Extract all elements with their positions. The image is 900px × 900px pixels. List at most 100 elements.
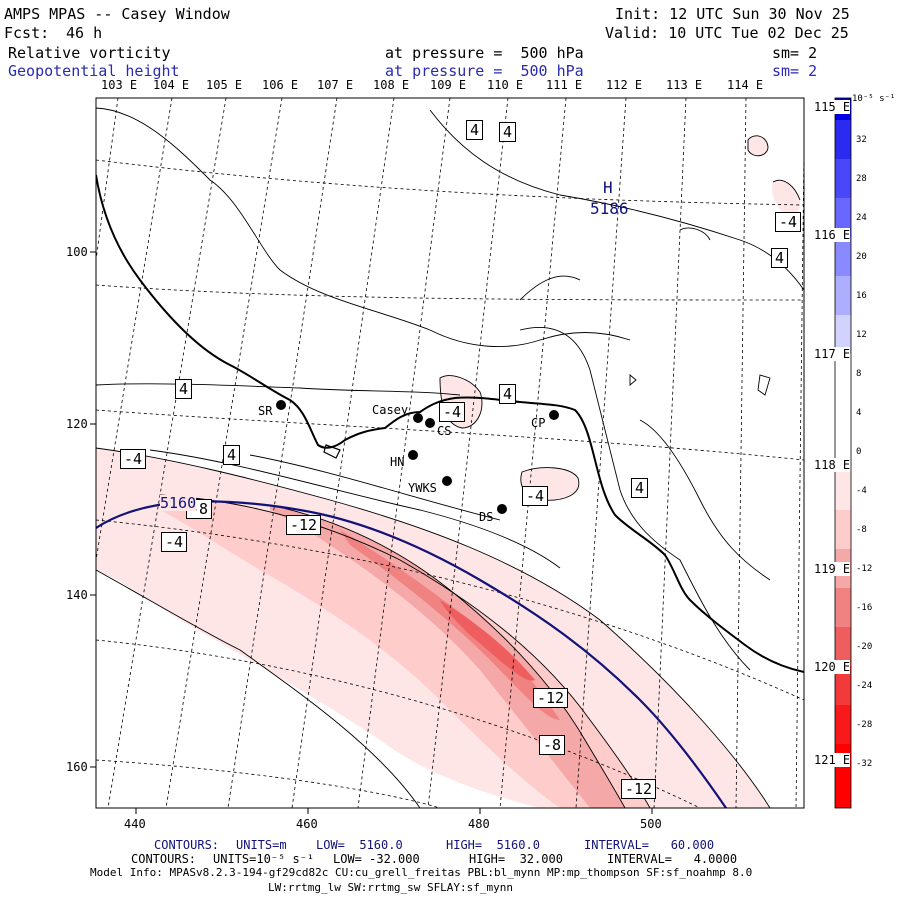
field2-level: at pressure = 500 hPa (385, 62, 584, 80)
colorbar-level: 24 (856, 213, 867, 223)
field1-name: Relative vorticity (8, 44, 171, 62)
vorticity-shade-minus8 (160, 495, 650, 808)
colorbar-level: 8 (856, 369, 862, 379)
model-info-2: LW:rrtmg_lw SW:rrtmg_sw SFLAY:sf_mynn (268, 881, 514, 894)
contours1-high: HIGH= 5160.0 (446, 838, 540, 852)
contour-label: 4 (223, 445, 241, 465)
lon-label-right: 116 E (814, 228, 851, 242)
lon-label-right: 120 E (814, 660, 851, 674)
contour-label: -4 (120, 449, 147, 469)
coastline (96, 174, 804, 673)
lon-label-top: 108 E (373, 78, 410, 92)
contour-label: -4 (161, 532, 188, 552)
contour-label: 4 (175, 379, 193, 399)
station-marker-CS (425, 418, 435, 428)
lon-label-right: 121 E (814, 753, 851, 767)
contours2-low: LOW= -32.000 (333, 852, 420, 866)
contours2-interval: INTERVAL= 4.0000 (607, 852, 738, 866)
init-time: Init: 12 UTC Sun 30 Nov 25 (615, 5, 850, 23)
lon-label-top: 112 E (606, 78, 643, 92)
contour-label: 4 (499, 122, 517, 142)
vorticity-shade-minus16 (340, 530, 560, 720)
field1-level: at pressure = 500 hPa (385, 44, 584, 62)
colorbar (834, 97, 852, 809)
colorbar-level: -28 (856, 720, 873, 730)
contour-label: 4 (466, 120, 484, 140)
colorbar-level: -16 (856, 603, 873, 613)
station-marker-CP (549, 410, 559, 420)
lon-label-right: 118 E (814, 458, 851, 472)
colorbar-level: 20 (856, 252, 867, 262)
fcst-label: Fcst: (4, 24, 50, 42)
colorbar-level: 0 (856, 447, 862, 457)
x-tick-label: 480 (468, 817, 490, 831)
station-label: Casey (372, 403, 409, 417)
lon-label-top: 104 E (153, 78, 190, 92)
colorbar-level: 4 (856, 408, 862, 418)
colorbar-level: -32 (856, 759, 873, 769)
contour-label: 4 (631, 478, 649, 498)
colorbar-unit: 10⁻⁵ s⁻¹ (852, 94, 896, 104)
station-marker-DS (497, 504, 507, 514)
y-tick-label: 160 (66, 760, 88, 774)
height-contour-label: 5160 (160, 494, 197, 512)
contours1-units: UNITS=m (236, 838, 287, 852)
station-marker-YWKS (442, 476, 452, 486)
height-high-letter: H (603, 178, 613, 197)
station-marker-casey (413, 413, 423, 423)
model-info: Model Info: MPASv8.2.3-194-gf29cd82c CU:… (90, 866, 753, 879)
contour-label: -12 (621, 779, 657, 799)
contours1-label: CONTOURS: (154, 838, 220, 852)
contour-label: 4 (771, 248, 789, 268)
lon-label-top: 103 E (101, 78, 138, 92)
x-tick-label: 460 (296, 817, 318, 831)
lon-label-top: 114 E (727, 78, 764, 92)
contour-label: -12 (533, 688, 569, 708)
contours2-units: UNITS=10⁻⁵ s⁻¹ (213, 852, 315, 866)
x-tick-label: 500 (640, 817, 662, 831)
field2-name: Geopotential height (8, 62, 180, 80)
lon-label-top: 109 E (430, 78, 467, 92)
contours2-label: CONTOURS: (131, 852, 197, 866)
lon-label-top: 106 E (262, 78, 299, 92)
valid-time: Valid: 10 UTC Tue 02 Dec 25 (605, 24, 849, 42)
contour-label: -12 (286, 515, 322, 535)
map-title: AMPS MPAS -- Casey Window (4, 5, 230, 23)
contours2-high: HIGH= 32.000 (469, 852, 563, 866)
vorticity-shade-minus20 (440, 600, 535, 681)
vorticity-shade-minus4 (772, 180, 801, 215)
station-marker-SR (276, 400, 286, 410)
station-label: DS (479, 510, 494, 524)
station-marker-HN (408, 450, 418, 460)
lon-label-top: 110 E (487, 78, 524, 92)
x-tick-label: 440 (124, 817, 146, 831)
colorbar-level: 16 (856, 291, 867, 301)
fcst-value: 46 h (66, 24, 103, 42)
colorbar-level: 12 (856, 330, 867, 340)
y-tick-label: 140 (66, 588, 88, 602)
height-high-value: 5186 (590, 199, 629, 218)
station-label: HN (390, 455, 405, 469)
field2-smooth: sm= 2 (772, 62, 818, 80)
coastline-island (323, 444, 341, 459)
colorbar-level: -20 (856, 642, 873, 652)
colorbar-level: -24 (856, 681, 873, 691)
lon-label-top: 107 E (317, 78, 354, 92)
station-label: YWKS (408, 481, 437, 495)
contour-label: -8 (539, 735, 566, 755)
contour-label: 4 (499, 384, 517, 404)
lon-label-top: 105 E (206, 78, 243, 92)
y-tick-label: 120 (66, 417, 88, 431)
contours1-low: LOW= 5160.0 (316, 838, 403, 852)
vorticity-shade-minus4 (748, 135, 768, 156)
field1-smooth: sm= 2 (772, 44, 818, 62)
colorbar-level: -4 (856, 486, 867, 496)
lon-label-top: 113 E (666, 78, 703, 92)
vorticity-shade-minus4 (96, 540, 170, 563)
lon-label-top: 111 E (546, 78, 583, 92)
colorbar-level: 32 (856, 135, 867, 145)
lon-label-right: 117 E (814, 347, 851, 361)
y-tick-label: 100 (66, 245, 88, 259)
contour-label: -4 (522, 486, 549, 506)
